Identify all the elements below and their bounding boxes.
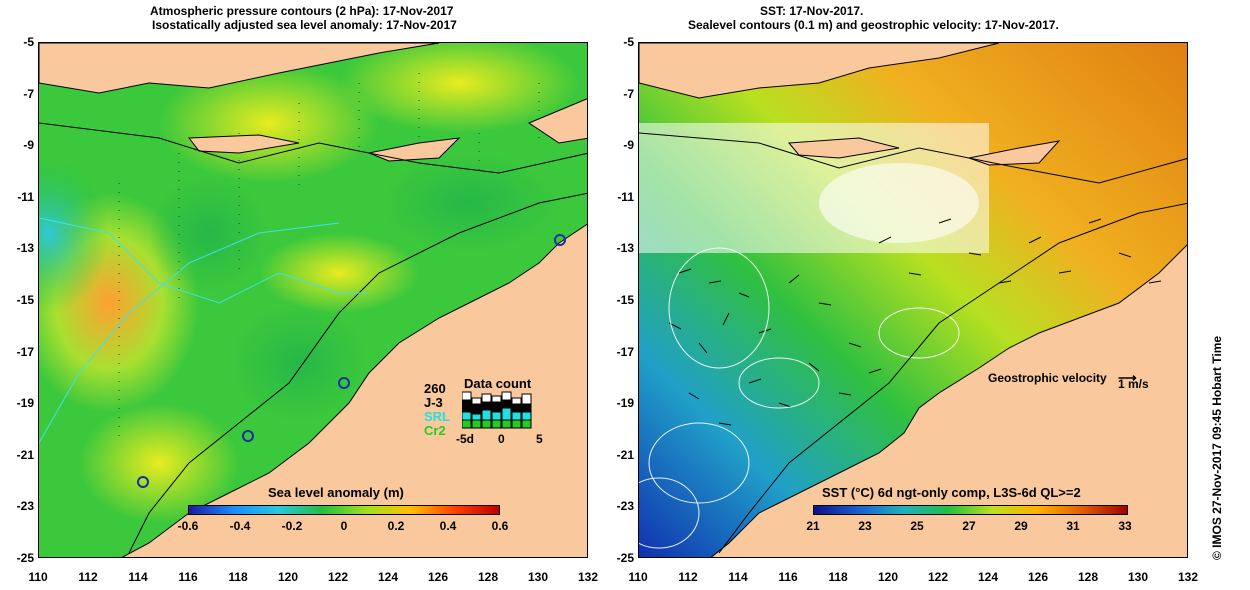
data-count-total: 260 (424, 381, 446, 396)
right-colorbar-tick: 25 (910, 519, 924, 533)
y-axis-tick-label: -19 (616, 396, 634, 411)
right-colorbar-tick: 29 (1014, 519, 1028, 533)
velocity-arrow-icon: ⟶ (1118, 370, 1137, 385)
data-count-axis-start: -5d (456, 432, 474, 446)
x-axis-tick-label: 120 (877, 570, 899, 584)
left-colorbar-tick: -0.4 (229, 519, 251, 533)
y-axis-tick-label: -5 (23, 35, 34, 49)
mission-srl: SRL (424, 409, 450, 424)
y-axis-tick-label: -9 (623, 138, 634, 153)
right-title-line1: SST: 17-Nov-2017. (760, 4, 864, 18)
x-axis-tick-label: 116 (178, 570, 198, 584)
y-axis-tick-label: -23 (16, 499, 34, 514)
y-axis-tick-label: -17 (616, 344, 634, 359)
x-axis-tick-label: 124 (977, 570, 999, 584)
sst-colorbar (813, 505, 1128, 515)
x-axis-tick-label: 126 (1027, 570, 1049, 584)
y-axis-tick-label: -15 (16, 293, 34, 307)
y-axis-tick-label: -13 (616, 241, 634, 256)
velocity-unit: 1 m/s (1118, 377, 1149, 391)
left-colorbar-title: Sea level anomaly (m) (268, 485, 404, 500)
velocity-label: Geostrophic velocity (988, 371, 1107, 385)
x-axis-tick-label: 132 (1177, 570, 1199, 584)
data-count-title: Data count (464, 376, 532, 391)
x-axis-tick-label: 130 (527, 570, 549, 584)
left-colorbar-tick: 0.2 (387, 519, 405, 533)
x-axis-tick-label: 110 (628, 570, 648, 584)
credit-text: © IMOS 27-Nov-2017 09:45 Hobart Time (1210, 335, 1224, 560)
left-colorbar-tick: 0.4 (439, 519, 457, 533)
right-colorbar-tick: 33 (1118, 519, 1132, 533)
x-axis-tick-label: 112 (78, 570, 98, 584)
x-axis-tick-label: 128 (477, 570, 499, 584)
left-title-line2: Isostatically adjusted sea level anomaly… (152, 18, 457, 32)
data-count-axis-end: 5 (536, 432, 543, 446)
left-colorbar-tick: 0.6 (491, 519, 509, 533)
left-title-line1: Atmospheric pressure contours (2 hPa): 1… (150, 4, 454, 18)
right-colorbar-tick: 27 (962, 519, 976, 533)
x-axis-tick-label: 132 (577, 570, 599, 584)
sea-level-colorbar (188, 505, 500, 515)
x-axis-tick-label: 126 (427, 570, 449, 584)
x-axis-tick-label: 128 (1077, 570, 1099, 584)
x-axis-tick-label: 124 (377, 570, 399, 584)
y-axis-tick-label: -9 (23, 138, 34, 153)
right-title-line2: Sealevel contours (0.1 m) and geostrophi… (688, 18, 1059, 32)
x-axis-tick-label: 118 (828, 570, 848, 584)
mission-j3: J-3 (424, 395, 443, 410)
mission-cr2: Cr2 (424, 423, 446, 438)
left-colorbar-tick: -0.2 (281, 519, 303, 533)
y-axis-tick-label: -13 (16, 241, 34, 256)
right-colorbar-tick: 23 (858, 519, 872, 533)
left-colorbar-tick: 0 (340, 519, 348, 533)
y-axis-tick-label: -23 (616, 499, 634, 514)
sst-map (638, 42, 1188, 558)
sea-level-anomaly-map (38, 42, 588, 558)
y-axis-tick-label: -7 (23, 86, 34, 101)
y-axis-tick-label: -7 (623, 86, 634, 101)
data-count-axis-zero: 0 (498, 432, 505, 446)
y-axis-tick-label: -5 (623, 35, 634, 49)
y-axis-tick-label: -11 (17, 189, 34, 204)
x-axis-tick-label: 112 (678, 570, 698, 584)
data-count-histogram (462, 391, 532, 429)
tide-gauge-marker (137, 476, 149, 488)
x-axis-tick-label: 116 (778, 570, 798, 584)
x-axis-tick-label: 114 (728, 570, 748, 584)
y-axis-tick-label: -25 (616, 551, 634, 565)
sea-level-anomaly-plot (39, 43, 587, 557)
x-axis-tick-label: 122 (327, 570, 349, 584)
x-axis-tick-label: 118 (228, 570, 248, 584)
x-axis-tick-label: 114 (128, 570, 148, 584)
tide-gauge-marker (338, 377, 350, 389)
right-colorbar-tick: 21 (806, 519, 820, 533)
y-axis-tick-label: -25 (16, 551, 34, 565)
y-axis-tick-label: -11 (617, 189, 634, 204)
y-axis-tick-label: -15 (616, 293, 634, 307)
x-axis-tick-label: 130 (1127, 570, 1149, 584)
sst-plot (639, 43, 1187, 557)
left-colorbar-tick: -0.6 (177, 519, 199, 533)
tide-gauge-marker (242, 430, 254, 442)
y-axis-tick-label: -17 (16, 344, 34, 359)
x-axis-tick-label: 110 (28, 570, 48, 584)
y-axis-tick-label: -19 (16, 396, 34, 411)
y-axis-tick-label: -21 (16, 447, 34, 462)
x-axis-tick-label: 120 (277, 570, 299, 584)
right-colorbar-title: SST (°C) 6d ngt-only comp, L3S-6d QL>=2 (822, 485, 1081, 500)
y-axis-tick-label: -21 (616, 447, 634, 462)
x-axis-tick-label: 122 (927, 570, 949, 584)
right-colorbar-tick: 31 (1066, 519, 1080, 533)
tide-gauge-marker (554, 234, 566, 246)
